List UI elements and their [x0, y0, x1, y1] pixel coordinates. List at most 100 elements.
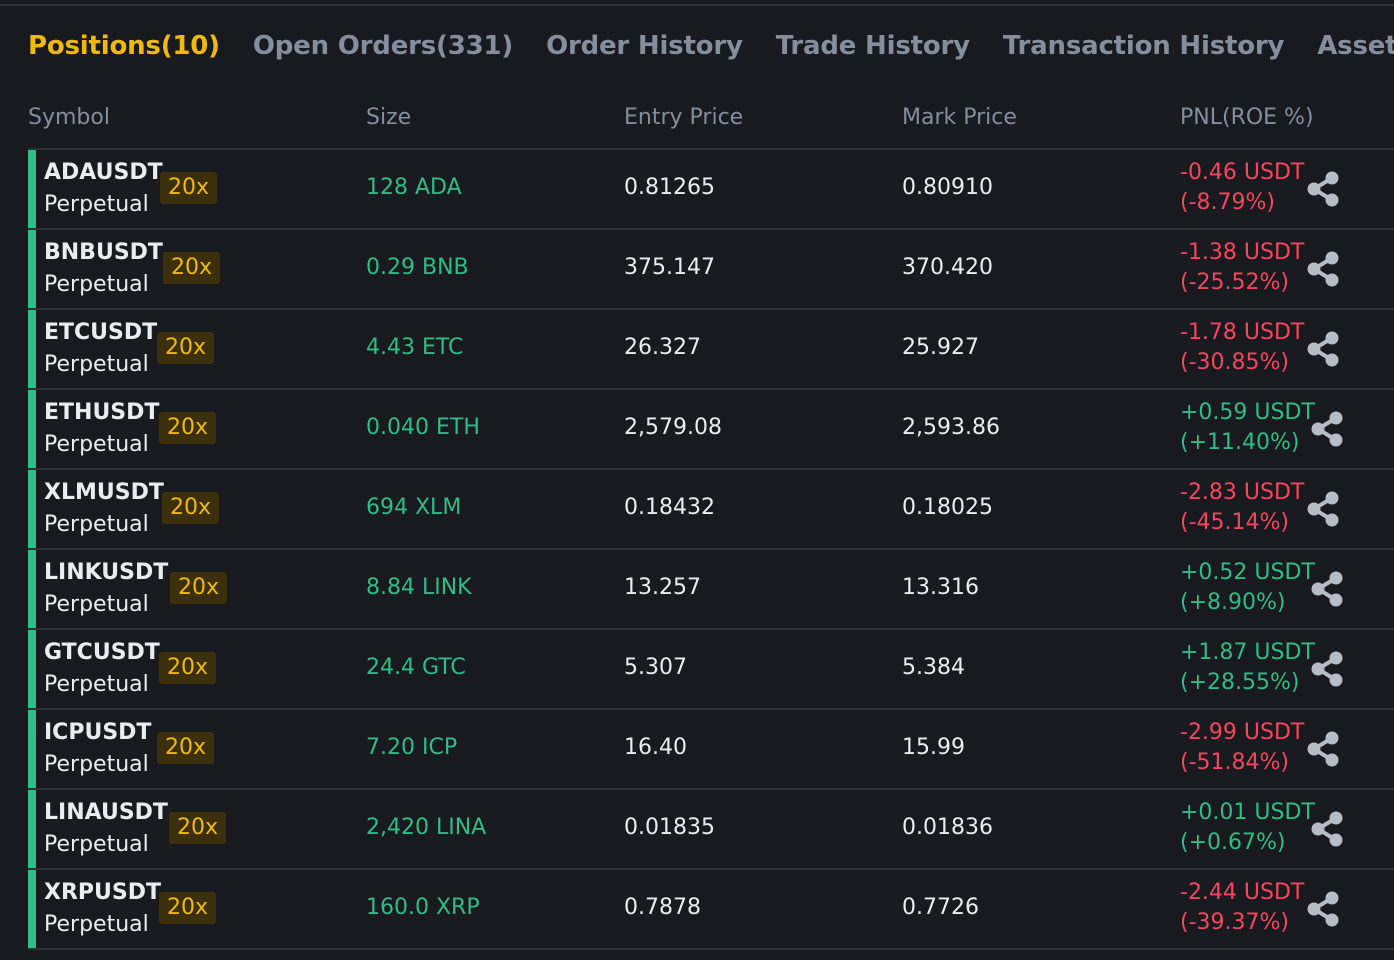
contract-type: Perpetual	[44, 592, 149, 617]
symbol-name[interactable]: GTCUSDT	[44, 640, 160, 665]
leverage-badge[interactable]: 20x	[159, 412, 217, 444]
roe-value: (+8.90%)	[1180, 590, 1286, 615]
table-row[interactable]: LINAUSDT Perpetual 20x 2,420 LINA 0.01835 0.0…	[0, 788, 1394, 868]
table-row[interactable]: BNBUSDT Perpetual 20x 0.29 BNB 375.147 370.42…	[0, 228, 1394, 308]
pnl-value: -1.78 USDT	[1180, 320, 1305, 345]
share-icon[interactable]	[1306, 170, 1342, 208]
roe-value: (+28.55%)	[1180, 670, 1300, 695]
pnl-value: -0.46 USDT	[1180, 160, 1305, 185]
row-divider	[28, 788, 1394, 790]
share-icon[interactable]	[1310, 410, 1346, 448]
roe-value: (-30.85%)	[1180, 350, 1289, 375]
tab-order-history[interactable]: Order History	[546, 31, 743, 61]
pnl-value: +0.59 USDT	[1180, 400, 1315, 425]
mark-price: 2,593.86	[902, 415, 1000, 440]
share-icon[interactable]	[1310, 810, 1346, 848]
tab-assets[interactable]: Assets	[1317, 31, 1394, 61]
entry-price: 0.01835	[624, 815, 715, 840]
leverage-badge[interactable]: 20x	[159, 652, 217, 684]
leverage-badge[interactable]: 20x	[160, 172, 218, 204]
pnl-cell: -2.99 USDT (-51.84%)	[1180, 718, 1304, 778]
pnl-value: -2.99 USDT	[1180, 720, 1305, 745]
tab-positions[interactable]: Positions(10)	[28, 31, 220, 61]
contract-type: Perpetual	[44, 832, 149, 857]
position-size: 0.040 ETH	[366, 415, 480, 440]
position-side-indicator	[28, 710, 36, 788]
leverage-badge[interactable]: 20x	[170, 572, 228, 604]
contract-type: Perpetual	[44, 352, 149, 377]
contract-type: Perpetual	[44, 752, 149, 777]
mark-price: 0.7726	[902, 895, 979, 920]
column-header-symbol: Symbol	[28, 105, 110, 130]
contract-type: Perpetual	[44, 432, 149, 457]
share-icon[interactable]	[1306, 890, 1342, 928]
pnl-cell: +0.59 USDT (+11.40%)	[1180, 398, 1315, 458]
table-header: Symbol Size Entry Price Mark Price PNL(R…	[0, 100, 1394, 136]
position-size: 7.20 ICP	[366, 735, 458, 760]
leverage-badge[interactable]: 20x	[169, 812, 227, 844]
table-row[interactable]: ICPUSDT Perpetual 20x 7.20 ICP 16.40 15.99 -2.…	[0, 708, 1394, 788]
share-icon[interactable]	[1310, 650, 1346, 688]
share-icon[interactable]	[1306, 730, 1342, 768]
symbol-name[interactable]: LINAUSDT	[44, 800, 168, 825]
position-side-indicator	[28, 150, 36, 228]
pnl-value: +0.52 USDT	[1180, 560, 1315, 585]
symbol-name[interactable]: LINKUSDT	[44, 560, 169, 585]
position-side-indicator	[28, 790, 36, 868]
tab-transaction-history[interactable]: Transaction History	[1002, 31, 1285, 61]
position-size: 2,420 LINA	[366, 815, 487, 840]
row-divider	[28, 868, 1394, 870]
symbol-name[interactable]: ETHUSDT	[44, 400, 160, 425]
pnl-cell: +1.87 USDT (+28.55%)	[1180, 638, 1315, 698]
table-row[interactable]: XLMUSDT Perpetual 20x 694 XLM 0.18432 0.18025…	[0, 468, 1394, 548]
table-row[interactable]: GTCUSDT Perpetual 20x 24.4 GTC 5.307 5.384 +1.…	[0, 628, 1394, 708]
share-icon[interactable]	[1310, 570, 1346, 608]
roe-value: (-8.79%)	[1180, 190, 1275, 215]
column-header-entry-price: Entry Price	[624, 105, 744, 130]
share-icon[interactable]	[1306, 330, 1342, 368]
table-row[interactable]: ETHUSDT Perpetual 20x 0.040 ETH 2,579.08 2,59…	[0, 388, 1394, 468]
leverage-badge[interactable]: 20x	[157, 732, 215, 764]
top-divider	[0, 4, 1394, 6]
symbol-name[interactable]: ADAUSDT	[44, 160, 163, 185]
leverage-badge[interactable]: 20x	[157, 332, 215, 364]
pnl-cell: +0.01 USDT (+0.67%)	[1180, 798, 1315, 858]
entry-price: 5.307	[624, 655, 687, 680]
symbol-name[interactable]: XRPUSDT	[44, 880, 162, 905]
symbol-name[interactable]: ETCUSDT	[44, 320, 158, 345]
share-icon[interactable]	[1306, 490, 1342, 528]
pnl-cell: -1.38 USDT (-25.52%)	[1180, 238, 1304, 298]
contract-type: Perpetual	[44, 672, 149, 697]
symbol-name[interactable]: XLMUSDT	[44, 480, 164, 505]
tab-open-orders[interactable]: Open Orders(331)	[252, 31, 514, 61]
position-size: 694 XLM	[366, 495, 462, 520]
position-side-indicator	[28, 230, 36, 308]
pnl-cell: -1.78 USDT (-30.85%)	[1180, 318, 1304, 378]
symbol-name[interactable]: BNBUSDT	[44, 240, 163, 265]
leverage-badge[interactable]: 20x	[159, 892, 217, 924]
mark-price: 5.384	[902, 655, 965, 680]
row-divider	[28, 468, 1394, 470]
leverage-badge[interactable]: 20x	[162, 492, 220, 524]
symbol-name[interactable]: ICPUSDT	[44, 720, 152, 745]
mark-price: 0.80910	[902, 175, 993, 200]
leverage-badge[interactable]: 20x	[163, 252, 221, 284]
roe-value: (-25.52%)	[1180, 270, 1289, 295]
entry-price: 13.257	[624, 575, 701, 600]
mark-price: 370.420	[902, 255, 993, 280]
share-icon[interactable]	[1306, 250, 1342, 288]
table-row[interactable]: XRPUSDT Perpetual 20x 160.0 XRP 0.7878 0.7726…	[0, 868, 1394, 948]
table-row[interactable]: ETCUSDT Perpetual 20x 4.43 ETC 26.327 25.927 -…	[0, 308, 1394, 388]
row-divider	[28, 548, 1394, 550]
tab-trade-history[interactable]: Trade History	[775, 31, 970, 61]
position-side-indicator	[28, 310, 36, 388]
position-size: 8.84 LINK	[366, 575, 472, 600]
roe-value: (-39.37%)	[1180, 910, 1289, 935]
table-row[interactable]: ADAUSDT Perpetual 20x 128 ADA 0.81265 0.80910…	[0, 148, 1394, 228]
row-divider	[28, 228, 1394, 230]
position-size: 128 ADA	[366, 175, 462, 200]
row-divider	[28, 388, 1394, 390]
table-row[interactable]: LINKUSDT Perpetual 20x 8.84 LINK 13.257 13.31…	[0, 548, 1394, 628]
position-side-indicator	[28, 630, 36, 708]
mark-price: 15.99	[902, 735, 965, 760]
